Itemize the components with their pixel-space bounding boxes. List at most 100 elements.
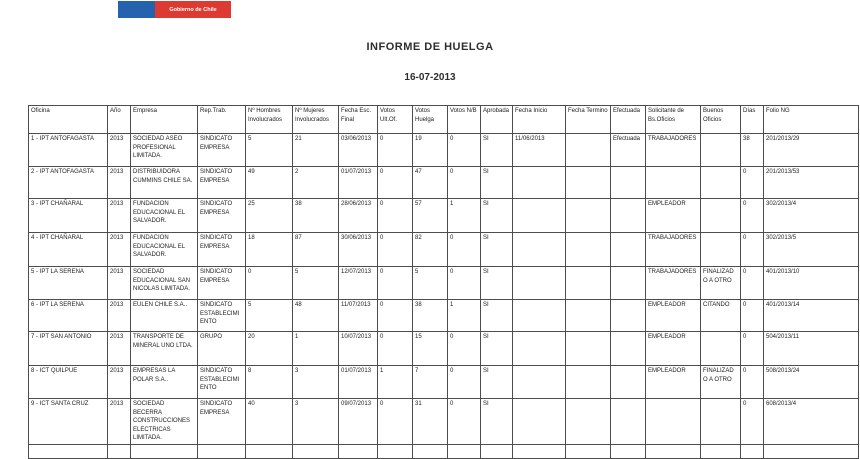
- table-cell: 5: [292, 266, 339, 300]
- table-cell: SOCIEDAD EDUCACIONAL SAN NICOLAS LIMITAD…: [130, 266, 198, 300]
- gobierno-de-chile-logo: Gobierno de Chile: [118, 1, 231, 18]
- table-cell: [512, 365, 566, 399]
- table-cell: 2013: [107, 232, 131, 267]
- table-cell: 47: [412, 166, 448, 199]
- table-cell: 5: [412, 266, 448, 300]
- table-cell: 9 - ICT SANTA CRUZ: [28, 398, 108, 445]
- table-cell: 201/2013/53: [763, 166, 859, 199]
- table-cell: [245, 443, 293, 459]
- table-row-partial: [28, 443, 859, 459]
- table-cell: 0: [377, 166, 413, 199]
- table-cell: 5: [245, 133, 293, 167]
- column-header: Folio NG: [763, 105, 859, 134]
- table-cell: 09/07/2013: [338, 398, 378, 445]
- table-cell: 0: [447, 232, 481, 267]
- table-cell: [565, 232, 611, 267]
- table-cell: 0: [447, 166, 481, 199]
- table-cell: 0: [740, 331, 764, 366]
- table-cell: [447, 443, 481, 459]
- table-cell: 38: [740, 133, 764, 167]
- table-cell: 0: [377, 133, 413, 167]
- table-cell: 31: [412, 398, 448, 445]
- table-cell: [130, 443, 198, 459]
- table-cell: 401/2013/10: [763, 266, 859, 300]
- table-cell: 01/07/2013: [338, 365, 378, 399]
- table-row: 8 - ICT QUILPUE 2013 EMPRESAS LA POLAR S.A…: [28, 365, 859, 399]
- table-cell: [565, 133, 611, 167]
- table-cell: 0: [377, 232, 413, 267]
- column-header: Rep.Trab.: [197, 105, 246, 134]
- table-cell: 0: [245, 266, 293, 300]
- table-cell: FUNDACION EDUCACIONAL EL SALVADOR.: [130, 232, 198, 267]
- table-cell: 8: [245, 365, 293, 399]
- table-cell: 0: [447, 133, 481, 167]
- table-cell: [700, 232, 741, 267]
- table-cell: SI: [480, 398, 513, 445]
- table-cell: [512, 166, 566, 199]
- table-cell: 30/06/2013: [338, 232, 378, 267]
- table-cell: [565, 365, 611, 399]
- table-cell: 1: [447, 198, 481, 233]
- table-cell: 18: [245, 232, 293, 267]
- column-header: Votos N/B: [447, 105, 481, 134]
- table-cell: [338, 443, 378, 459]
- table-cell: SINDICATO EMPRESA: [197, 198, 246, 233]
- table-cell: 1: [447, 299, 481, 332]
- table-cell: SI: [480, 232, 513, 267]
- table-cell: 0: [377, 299, 413, 332]
- table-cell: [700, 133, 741, 167]
- table-cell: TRABAJADORES: [645, 133, 701, 167]
- column-header: Fecha Esc. Final: [338, 105, 378, 134]
- table-cell: 28/06/2013: [338, 198, 378, 233]
- table-cell: 3: [292, 365, 339, 399]
- column-header: Año: [107, 105, 131, 134]
- table-cell: EMPLEADOR: [645, 365, 701, 399]
- table-cell: 7: [412, 365, 448, 399]
- table-cell: TRANSPORTE DE MINERAL UNO LTDA.: [130, 331, 198, 366]
- table-cell: FUNDACION EDUCACIONAL EL SALVADOR.: [130, 198, 198, 233]
- table-cell: 38: [292, 198, 339, 233]
- table-cell: [645, 443, 701, 459]
- table-cell: SINDICATO EMPRESA: [197, 232, 246, 267]
- table-cell: TRABAJADORES: [645, 232, 701, 267]
- table-cell: 12/07/2013: [338, 266, 378, 300]
- table-cell: [377, 443, 413, 459]
- table-cell: 508/2013/24: [763, 365, 859, 399]
- header-row: Oficina Año Empresa Rep.Trab. Nº Hombres Inv…: [28, 105, 859, 134]
- table-cell: [610, 232, 646, 267]
- table-cell: GRUPO: [197, 331, 246, 366]
- table-cell: 4 - IPT CHAÑARAL: [28, 232, 108, 267]
- column-header: Buenos Oficios: [700, 105, 741, 134]
- table-cell: [740, 443, 764, 459]
- table-cell: [565, 266, 611, 300]
- table-cell: [610, 398, 646, 445]
- table-cell: 1 - IPT ANTOFAGASTA: [28, 133, 108, 167]
- table-cell: [512, 198, 566, 233]
- table-cell: SINDICATO EMPRESA: [197, 266, 246, 300]
- table-cell: 10/07/2013: [338, 331, 378, 366]
- table-cell: FINALIZADO A OTRO: [700, 266, 741, 300]
- table-cell: 2013: [107, 166, 131, 199]
- table-cell: 8 - ICT QUILPUE: [28, 365, 108, 399]
- table-cell: [610, 365, 646, 399]
- flag-blue-block: [118, 1, 155, 18]
- table-cell: EMPLEADOR: [645, 198, 701, 233]
- table-cell: 0: [377, 398, 413, 445]
- table-cell: 0: [447, 398, 481, 445]
- table-header: Oficina Año Empresa Rep.Trab. Nº Hombres Inv…: [28, 105, 859, 134]
- table-cell: [610, 299, 646, 332]
- table-cell: [700, 331, 741, 366]
- table-cell: 2013: [107, 133, 131, 167]
- table-cell: 38: [412, 299, 448, 332]
- flag-red-block: Gobierno de Chile: [155, 1, 231, 18]
- table-cell: 49: [245, 166, 293, 199]
- table-cell: [512, 331, 566, 366]
- table-cell: 2 - IPT ANTOFAGASTA: [28, 166, 108, 199]
- table-cell: [512, 443, 566, 459]
- table-cell: [512, 398, 566, 445]
- table-cell: 0: [740, 365, 764, 399]
- table-row: 9 - ICT SANTA CRUZ 2013 SOCIEDAD BECERRA C…: [28, 398, 859, 445]
- table-cell: 2013: [107, 398, 131, 445]
- table-cell: SI: [480, 166, 513, 199]
- table-cell: 2013: [107, 198, 131, 233]
